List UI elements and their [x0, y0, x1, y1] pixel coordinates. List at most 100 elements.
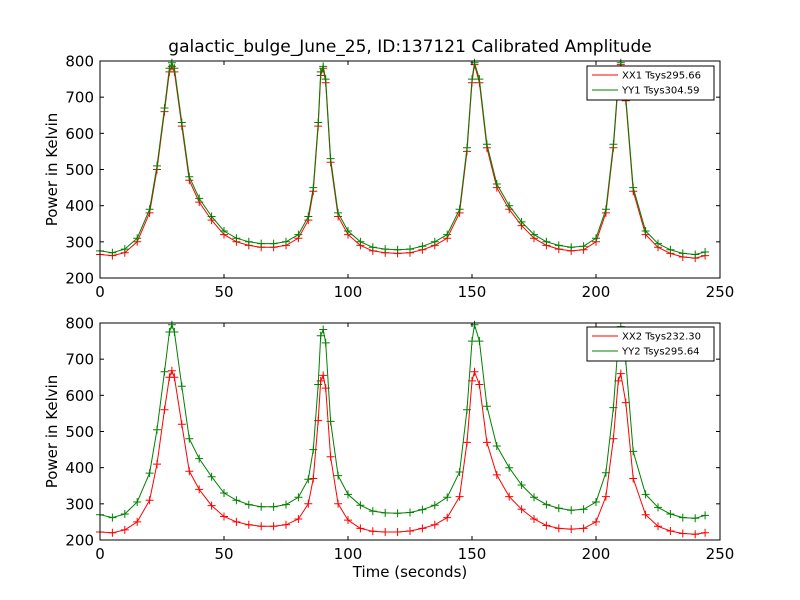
data-point-yy1-tsys304-59	[517, 217, 526, 226]
data-point-xx2-tsys232-30	[220, 512, 228, 521]
data-point-yy2-tsys295-64	[133, 498, 142, 506]
legend-label-xx2: XX2 Tsys232.30	[622, 332, 701, 343]
data-point-yy1-tsys304-59	[120, 245, 129, 254]
data-point-yy2-tsys295-64	[326, 417, 335, 426]
data-point-yy2-tsys295-64	[455, 468, 464, 476]
top-panel: 0 50 100 150 200 250 200 300 400 500 600 700 800 Pow…	[43, 53, 734, 302]
data-point-yy1-tsys304-59	[406, 245, 414, 254]
data-point-yy2-tsys295-64	[282, 500, 290, 509]
data-point-yy1-tsys304-59	[666, 245, 675, 254]
data-point-yy2-tsys295-64	[430, 501, 439, 510]
y-tick-label: 600	[65, 125, 94, 143]
data-point-yy1-tsys304-59	[195, 194, 204, 203]
data-point-yy1-tsys304-59	[592, 234, 600, 243]
data-point-yy1-tsys304-59	[468, 75, 476, 84]
top-panel-ylabel: Power in Kelvin	[43, 113, 61, 227]
data-point-xx2-tsys232-30	[145, 496, 154, 505]
data-point-xx2-tsys232-30	[579, 524, 588, 533]
data-point-xx2-tsys232-30	[470, 367, 479, 376]
x-tick-label: 200	[582, 283, 611, 301]
data-point-yy1-tsys304-59	[294, 230, 303, 239]
data-point-xx2-tsys232-30	[381, 528, 390, 536]
data-point-xx2-tsys232-30	[185, 467, 194, 476]
data-point-yy1-tsys304-59	[554, 241, 563, 250]
data-point-yy2-tsys295-64	[344, 490, 352, 499]
data-point-yy1-tsys304-59	[443, 230, 452, 239]
data-point-xx2-tsys232-30	[244, 520, 253, 529]
data-point-xx2-tsys232-30	[269, 522, 278, 531]
data-point-xx2-tsys232-30	[257, 522, 266, 531]
data-point-yy1-tsys304-59	[108, 248, 117, 257]
data-point-xx2-tsys232-30	[691, 530, 700, 539]
data-point-yy2-tsys295-64	[195, 454, 204, 463]
data-point-xx2-tsys232-30	[554, 524, 563, 533]
y-tick-label: 700	[65, 89, 94, 107]
data-point-yy2-tsys295-64	[482, 402, 491, 411]
data-point-yy2-tsys295-64	[475, 337, 484, 346]
bottom-panel: 0 50 100 150 200 250 200 300 400 500 600 700 800 Pow…	[43, 315, 734, 582]
data-point-yy1-tsys304-59	[542, 237, 551, 246]
data-point-yy2-tsys295-64	[177, 382, 186, 391]
data-point-yy2-tsys295-64	[316, 331, 325, 340]
data-point-xx2-tsys232-30	[482, 438, 491, 447]
data-point-xx2-tsys232-30	[153, 460, 161, 469]
data-point-xx2-tsys232-30	[418, 524, 427, 533]
data-point-xx2-tsys232-30	[368, 527, 377, 536]
data-point-yy2-tsys295-64	[691, 514, 700, 523]
data-point-yy1-tsys304-59	[505, 201, 514, 210]
y-tick-label: 400	[65, 459, 94, 477]
data-point-yy1-tsys304-59	[492, 180, 501, 188]
data-point-yy2-tsys295-64	[579, 505, 588, 514]
x-tick-label: 0	[95, 545, 105, 563]
data-point-yy1-tsys304-59	[220, 227, 228, 235]
bottom-panel-xlabel: Time (seconds)	[352, 563, 468, 581]
y-tick-label: 500	[65, 161, 94, 179]
series-xx2-tsys232-30	[96, 366, 710, 539]
data-point-yy1-tsys304-59	[316, 67, 325, 76]
data-point-yy2-tsys295-64	[492, 442, 501, 450]
data-point-xx2-tsys232-30	[621, 398, 630, 407]
data-point-yy2-tsys295-64	[418, 505, 427, 514]
data-point-yy1-tsys304-59	[654, 239, 662, 248]
data-point-yy2-tsys295-64	[269, 502, 278, 511]
data-point-yy2-tsys295-64	[170, 328, 179, 336]
y-tick-label: 700	[65, 351, 94, 369]
data-point-yy2-tsys295-64	[542, 500, 551, 509]
data-point-yy1-tsys304-59	[579, 242, 588, 251]
y-tick-label: 400	[65, 197, 94, 215]
data-point-yy1-tsys304-59	[381, 245, 390, 254]
data-point-xx2-tsys232-30	[430, 520, 439, 529]
data-point-xx2-tsys232-30	[601, 492, 610, 501]
data-point-xx2-tsys232-30	[170, 373, 179, 382]
data-point-xx2-tsys232-30	[463, 438, 471, 447]
data-point-xx2-tsys232-30	[108, 528, 117, 537]
data-point-yy2-tsys295-64	[468, 337, 476, 346]
data-point-yy1-tsys304-59	[368, 243, 377, 252]
data-point-xx2-tsys232-30	[616, 369, 625, 378]
data-point-yy1-tsys304-59	[691, 250, 700, 259]
data-point-xx2-tsys232-30	[177, 420, 186, 429]
data-point-xx2-tsys232-30	[517, 505, 526, 514]
data-point-yy2-tsys295-64	[321, 338, 330, 347]
data-point-yy1-tsys304-59	[309, 183, 318, 192]
data-point-yy2-tsys295-64	[304, 475, 313, 484]
series-yy2-tsys295-64	[96, 320, 710, 523]
bottom-panel-ylabel: Power in Kelvin	[43, 375, 61, 489]
data-point-yy1-tsys304-59	[430, 237, 439, 246]
data-point-yy1-tsys304-59	[418, 242, 427, 251]
data-point-yy2-tsys295-64	[505, 463, 514, 472]
data-point-yy1-tsys304-59	[269, 239, 278, 248]
data-point-yy2-tsys295-64	[654, 503, 662, 512]
data-point-yy2-tsys295-64	[232, 496, 241, 505]
data-point-yy2-tsys295-64	[356, 501, 365, 510]
data-point-yy1-tsys304-59	[314, 118, 323, 127]
data-point-yy2-tsys295-64	[108, 513, 117, 522]
data-point-yy1-tsys304-59	[177, 118, 186, 127]
y-tick-label: 200	[65, 532, 94, 550]
data-point-yy1-tsys304-59	[567, 243, 576, 252]
data-point-xx2-tsys232-30	[326, 452, 335, 461]
data-point-xx2-tsys232-30	[530, 515, 538, 523]
data-point-xx2-tsys232-30	[160, 405, 169, 414]
data-point-yy2-tsys295-64	[601, 468, 610, 477]
